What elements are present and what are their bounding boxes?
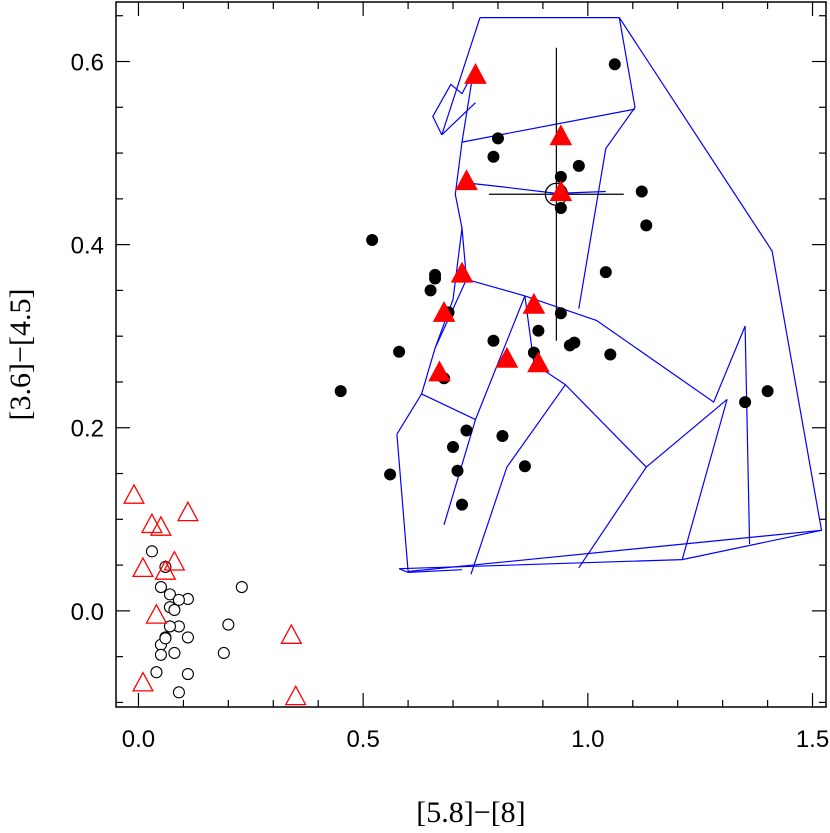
filled-triangle-point: [549, 124, 573, 146]
open-circle-point: [181, 667, 194, 681]
open-circle-point: [217, 646, 230, 660]
filled-circle-point: [456, 498, 469, 511]
y-tick-label: 0.0: [71, 599, 104, 626]
grid-line: [524, 295, 728, 468]
filled-circle-point: [460, 424, 473, 437]
filled-triangle-point: [455, 169, 478, 191]
open-circle-point: [159, 632, 172, 645]
grid-line: [578, 466, 647, 569]
open-triangle-point: [132, 556, 154, 578]
filled-circle-point: [635, 185, 648, 198]
x-axis-title: [5.8]−[8]: [416, 796, 525, 829]
filled-triangle-point: [495, 346, 519, 368]
filled-circle-point: [366, 234, 379, 247]
filled-circle-point: [532, 324, 545, 337]
y-tick-label: 0.4: [71, 233, 104, 260]
model-grid-lines: [396, 17, 823, 575]
open-circle-point: [168, 603, 181, 616]
grid-line: [398, 17, 823, 574]
filled-circle-point: [608, 58, 621, 71]
filled-triangle-point: [428, 360, 451, 382]
data-points: [123, 58, 774, 706]
y-axis-title: [3.6]−[4.5]: [4, 289, 37, 421]
open-triangle-point: [123, 483, 145, 504]
filled-circle-point: [384, 468, 397, 481]
filled-circle-point: [554, 202, 567, 215]
filled-circle-point: [447, 440, 460, 453]
grid-line: [441, 17, 481, 135]
open-circle-point: [145, 545, 158, 558]
tick-labels: 0.0 0.5 1.0 1.5 0.0 0.2 0.4 0.6: [71, 50, 830, 753]
filled-circle-point: [599, 266, 612, 279]
grid-line: [596, 320, 746, 404]
open-circle-point: [181, 631, 194, 644]
filled-circle-point: [518, 460, 531, 473]
filled-circle-point: [487, 150, 500, 163]
filled-circle-point: [334, 385, 347, 398]
open-circle-point: [163, 588, 176, 601]
grid-line: [578, 17, 636, 309]
grid-line: [396, 72, 474, 435]
ticks: [116, 2, 826, 707]
open-circle-point: [222, 618, 235, 631]
open-circle-point: [150, 666, 163, 679]
filled-circle-point: [739, 396, 752, 409]
open-triangle-point: [149, 515, 172, 536]
filled-triangle-point: [549, 180, 573, 202]
open-circle-point: [168, 646, 181, 660]
open-circle-point: [172, 686, 185, 699]
filled-circle-point: [604, 348, 617, 361]
filled-circle-point: [451, 464, 464, 477]
grid-line: [461, 108, 636, 143]
open-triangle-point: [145, 603, 168, 624]
open-triangle-point: [176, 500, 199, 522]
grid-line: [441, 102, 476, 136]
filled-circle-point: [640, 219, 653, 232]
filled-circle-point: [554, 307, 567, 320]
axes: [115, 1, 827, 708]
filled-circle-point: [487, 334, 500, 347]
open-circle-point: [154, 648, 167, 661]
grid-line: [461, 181, 606, 195]
filled-circle-point: [491, 132, 504, 145]
filled-triangle-point: [527, 351, 550, 373]
open-triangle-point: [140, 512, 163, 534]
grid-line: [681, 399, 728, 560]
filled-triangle-point: [464, 63, 487, 84]
filled-triangle-point: [522, 292, 546, 314]
open-triangle-point: [280, 623, 303, 644]
y-tick-label: 0.6: [71, 50, 104, 77]
open-triangle-point: [284, 684, 307, 706]
open-triangle-point: [132, 671, 154, 692]
open-circle-point: [235, 581, 248, 594]
filled-circle-point: [572, 159, 585, 172]
grid-line: [744, 326, 751, 545]
open-circle-point: [154, 581, 167, 594]
filled-triangle-point: [432, 301, 456, 322]
filled-circle-point: [496, 429, 509, 442]
x-tick-label: 1.0: [571, 726, 604, 753]
filled-triangle-point: [450, 261, 474, 283]
grid-line: [408, 529, 822, 573]
filled-circle-point: [424, 284, 437, 297]
filled-circle-point: [563, 339, 576, 352]
grid-line: [432, 72, 474, 136]
filled-circle-point: [429, 272, 442, 285]
open-triangle-point: [163, 550, 186, 571]
filled-circle-point: [761, 385, 774, 398]
x-tick-label: 1.5: [796, 726, 829, 753]
grid-line: [470, 384, 566, 575]
x-tick-label: 0.5: [346, 726, 379, 753]
x-tick-label: 0.0: [122, 726, 155, 753]
grid-line: [396, 434, 409, 572]
open-circle-point: [172, 593, 185, 606]
plot-frame: [115, 1, 827, 708]
filled-circle-point: [393, 345, 406, 358]
y-tick-label: 0.2: [71, 416, 104, 443]
